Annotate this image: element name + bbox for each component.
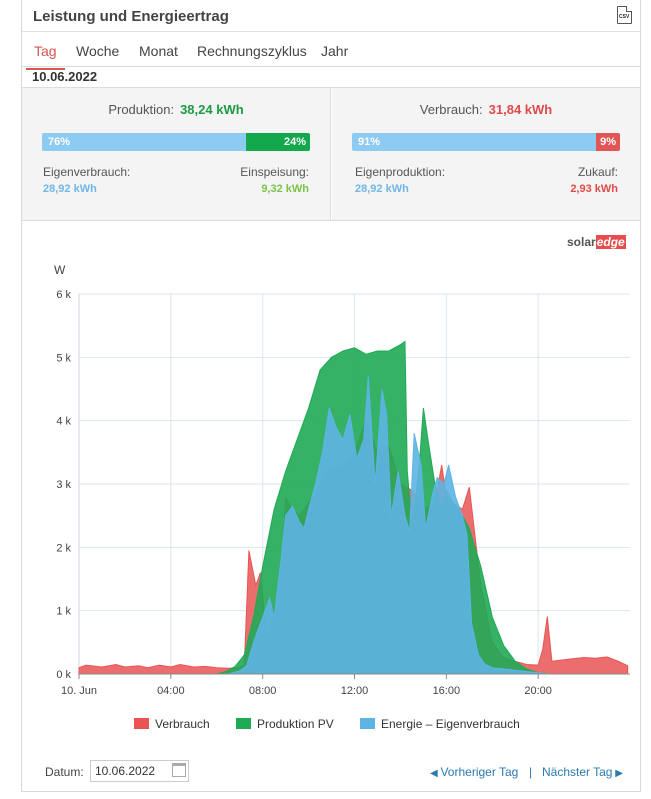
date-label: Datum: [45, 765, 84, 779]
x-tick-label: 16:00 [433, 685, 461, 697]
tab-week[interactable]: Woche [76, 43, 120, 59]
legend-verbrauch-label: Verbrauch [155, 717, 210, 731]
legend-produktion-pv-swatch [236, 718, 251, 729]
self-production-label: Eigenproduktion: [355, 165, 446, 179]
x-tick-label: 10. Jun [61, 685, 97, 697]
tab-month[interactable]: Monat [139, 43, 178, 59]
calendar-icon[interactable] [172, 763, 186, 777]
panel-title: Leistung und Energieertrag [33, 8, 229, 25]
date-footer: Datum: ◀ Vorheriger Tag | Nächster Tag ▶ [22, 755, 640, 785]
eigenverbrauch-area [228, 376, 550, 675]
consumption-bar: 91% 9% [352, 133, 620, 151]
y-tick-label: 3 k [56, 479, 71, 491]
consumption-summary: Verbrauch: 31,84 kWh 91% 9% Eigenprodukti… [332, 88, 640, 220]
y-tick-label: 4 k [56, 416, 71, 428]
panel-header: Leistung und Energieertrag CSV [22, 0, 640, 32]
triangle-right-icon: ▶ [612, 768, 623, 779]
summary-section: Produktion: 38,24 kWh 76% 24% Eigenverbra… [22, 87, 640, 221]
csv-export-icon[interactable]: CSV [617, 6, 632, 24]
y-tick-label: 0 k [56, 669, 71, 681]
consumption-value: 31,84 kWh [488, 102, 553, 117]
x-tick-label: 20:00 [524, 685, 552, 697]
csv-icon-label: CSV [619, 14, 630, 20]
purchase-value: 2,93 kWh [570, 183, 618, 195]
x-tick-label: 08:00 [249, 685, 277, 697]
production-label: Produktion: [108, 102, 175, 117]
legend-verbrauch-swatch [134, 718, 149, 729]
tab-year[interactable]: Jahr [321, 43, 349, 59]
purchase-label: Zukauf: [577, 165, 618, 179]
feed-in-label: Einspeisung: [240, 165, 309, 179]
energy-panel: Leistung und Energieertrag CSV Tag Woche… [21, 0, 641, 792]
self-consumption-value: 28,92 kWh [43, 183, 97, 195]
date-input[interactable] [90, 760, 189, 782]
production-heading: Produktion: 38,24 kWh [22, 102, 330, 117]
previous-day-label: Vorheriger Tag [440, 765, 519, 779]
next-day-link[interactable]: Nächster Tag ▶ [542, 765, 623, 779]
feed-in-segment: 24% [245, 133, 310, 151]
legend-eigenverbrauch-swatch [360, 718, 375, 729]
y-tick-label: 2 k [56, 542, 71, 554]
y-tick-label: 6 k [56, 289, 71, 301]
previous-day-link[interactable]: ◀ Vorheriger Tag [430, 765, 518, 779]
next-day-label: Nächster Tag [542, 765, 613, 779]
self-production-value: 28,92 kWh [355, 183, 409, 195]
consumption-label: Verbrauch: [419, 102, 483, 117]
consumption-heading: Verbrauch: 31,84 kWh [332, 102, 640, 117]
production-bar: 76% 24% [42, 133, 310, 151]
solaredge-logo: solaredge [567, 235, 626, 249]
chart-area: solaredge 0 k 1 k 2 k 3 k 4 k 5 k 6 k 10. Jun 04… [22, 222, 640, 742]
legend-eigenverbrauch-label: Energie – Eigenverbrauch [381, 717, 520, 731]
y-axis-title: W [54, 263, 66, 277]
tab-day[interactable]: Tag [26, 43, 65, 70]
y-tick-label: 5 k [56, 352, 71, 364]
production-value: 38,24 kWh [180, 102, 244, 117]
feed-in-value: 9,32 kWh [261, 183, 309, 195]
purchase-segment: 9% [595, 133, 620, 151]
legend-produktion-pv-label: Produktion PV [257, 717, 334, 731]
tab-billing-cycle[interactable]: Rechnungszyklus [197, 43, 307, 59]
production-summary: Produktion: 38,24 kWh 76% 24% Eigenverbra… [22, 88, 331, 220]
y-tick-label: 1 k [56, 606, 71, 618]
triangle-left-icon: ◀ [430, 768, 441, 779]
selected-date: 10.06.2022 [32, 69, 98, 84]
x-tick-label: 04:00 [157, 685, 185, 697]
self-production-segment: 91% [352, 133, 596, 151]
x-tick-label: 12:00 [341, 685, 369, 697]
period-tabs: Tag Woche Monat Rechnungszyklus Jahr [22, 33, 640, 70]
power-chart: 0 k 1 k 2 k 3 k 4 k 5 k 6 k 10. Jun 04:00 08:00 12… [54, 263, 630, 731]
self-consumption-segment: 76% [42, 133, 246, 151]
nav-separator: | [529, 765, 533, 779]
self-consumption-label: Eigenverbrauch: [43, 165, 131, 179]
